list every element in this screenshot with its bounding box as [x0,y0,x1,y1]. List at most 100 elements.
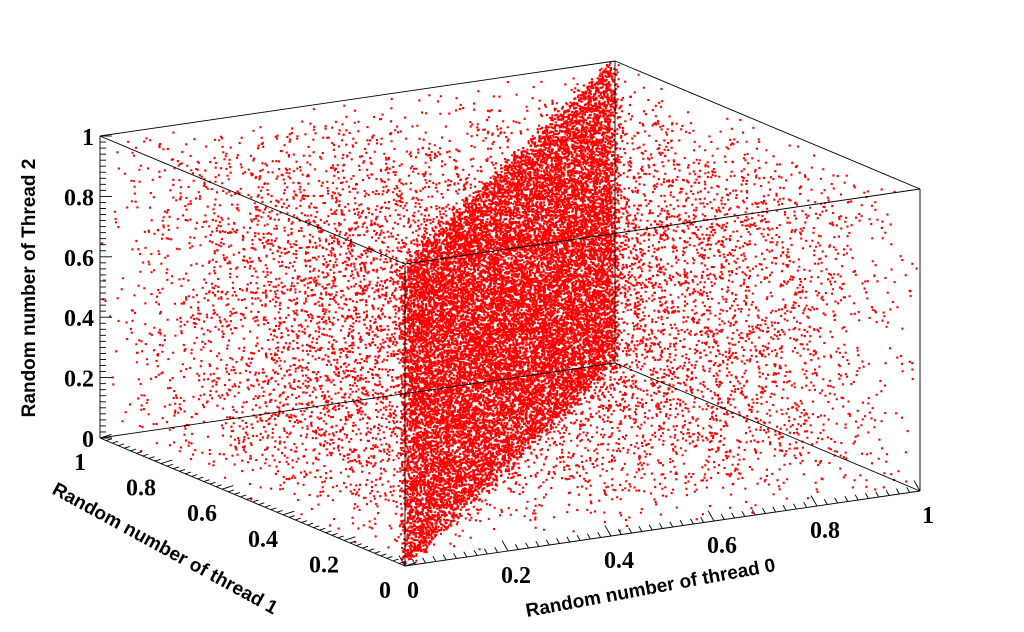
y-axis-tick [148,456,155,459]
y-axis-tick [209,481,216,485]
y-axis-tick [343,536,356,541]
y-axis-tick [319,527,326,531]
cube-edge [614,60,921,190]
x-tick-label: 0.2 [501,563,531,589]
y-axis-tick [380,553,387,557]
y-axis-tick [252,499,259,503]
y-axis-tick [197,476,204,480]
x-tick-label: 0.6 [707,533,737,559]
x-axis-tick [731,512,735,519]
x-axis-tick [810,495,818,507]
y-axis-tick [362,545,369,549]
x-axis-tick [896,488,900,495]
x-axis-tick [793,503,797,510]
x-axis-tick [741,511,746,517]
y-axis-tick [392,558,399,562]
y-axis-title: Random number of thread 1 [49,479,282,619]
z-tick-label: 0.6 [64,246,94,272]
z-tick-label: 0.4 [64,306,94,332]
x-axis-tick [463,551,468,558]
x-axis-tick [803,502,808,508]
x-axis-tick [834,497,838,504]
y-axis-tick [288,515,295,518]
x-axis-tick [597,532,602,538]
y-axis-tick [221,485,234,490]
x-axis-tick [638,526,643,532]
x-axis-tick [823,499,828,505]
x-axis-tick [566,536,571,543]
x-axis-tick [854,494,859,501]
x-axis-tick [782,505,787,511]
x-axis-tick [473,550,478,556]
y-axis-tick [307,522,314,526]
y-axis-tick [325,530,332,534]
x-axis-tick [484,548,488,555]
y-axis-tick [337,535,344,539]
y-axis-tick [246,497,253,500]
x-axis-tick [514,544,519,550]
y-axis-tick [112,440,119,444]
y-axis-tick [356,543,363,546]
y-axis-tick [386,556,393,559]
cube-edge [99,60,616,137]
y-axis-tick [313,525,320,529]
cube-edge [404,188,921,265]
y-axis-tick [185,471,192,475]
y-axis-tick [105,438,112,441]
x-axis-tick [453,553,457,559]
tick-labels: 00.20.40.60.8100.20.40.60.8100.20.40.60.… [64,125,934,604]
x-tick-label: 0.4 [604,548,634,574]
x-axis-tick [604,525,612,537]
cube-edge [99,135,406,265]
y-axis-tick [368,548,375,552]
x-axis-tick [648,524,653,531]
y-tick-label: 0.2 [309,552,339,578]
y-axis-tick [234,492,241,495]
y-axis-tick [154,458,161,462]
y-axis-tick [99,433,112,439]
x-axis-tick [659,523,663,529]
y-axis-tick [142,453,149,457]
x-axis-tick [442,554,447,561]
x-axis-tick [700,517,705,523]
x-axis-tick [679,520,684,526]
y-axis-tick [118,443,125,447]
x-tick-label: 0 [407,578,419,604]
x-axis-tick [556,538,560,544]
cube-edge [614,362,921,492]
x-axis-tick [501,540,509,552]
x-axis-tick [535,541,540,547]
x-axis-tick [865,493,869,499]
x-axis-tick [587,533,591,540]
y-axis-tick [404,561,417,567]
y-axis-tick [173,466,180,470]
cube-edge [99,362,616,439]
x-tick-label: 1 [922,503,934,529]
x-axis-tick [762,508,766,514]
x-axis-tick [617,529,622,535]
x-axis-tick [494,547,499,553]
z-tick-label: 1 [82,125,94,151]
y-axis-tick [331,533,338,536]
y-tick-label: 0.6 [187,501,217,527]
scatter-point-cloud [100,61,918,565]
y-tick-label: 0.4 [248,527,278,553]
y-axis-tick [398,561,405,564]
x-axis-tick [628,527,632,534]
y-axis-tick [258,502,265,505]
y-axis-tick [240,494,247,498]
y-axis-tick [227,489,234,493]
y-axis-tick [270,507,277,511]
y-axis-tick [282,510,295,516]
x-tick-label: 0.8 [810,518,840,544]
y-axis-tick [276,510,283,513]
x-axis-tick [885,490,890,496]
y-tick-label: 1 [74,450,86,476]
x-axis-tick [772,506,777,513]
y-axis-tick [295,517,302,521]
x-axis-tick [720,514,725,520]
z-tick-label: 0 [82,427,94,453]
x-axis-tick [422,557,426,564]
x-axis-tick [913,480,921,492]
y-tick-label: 0 [379,578,391,604]
